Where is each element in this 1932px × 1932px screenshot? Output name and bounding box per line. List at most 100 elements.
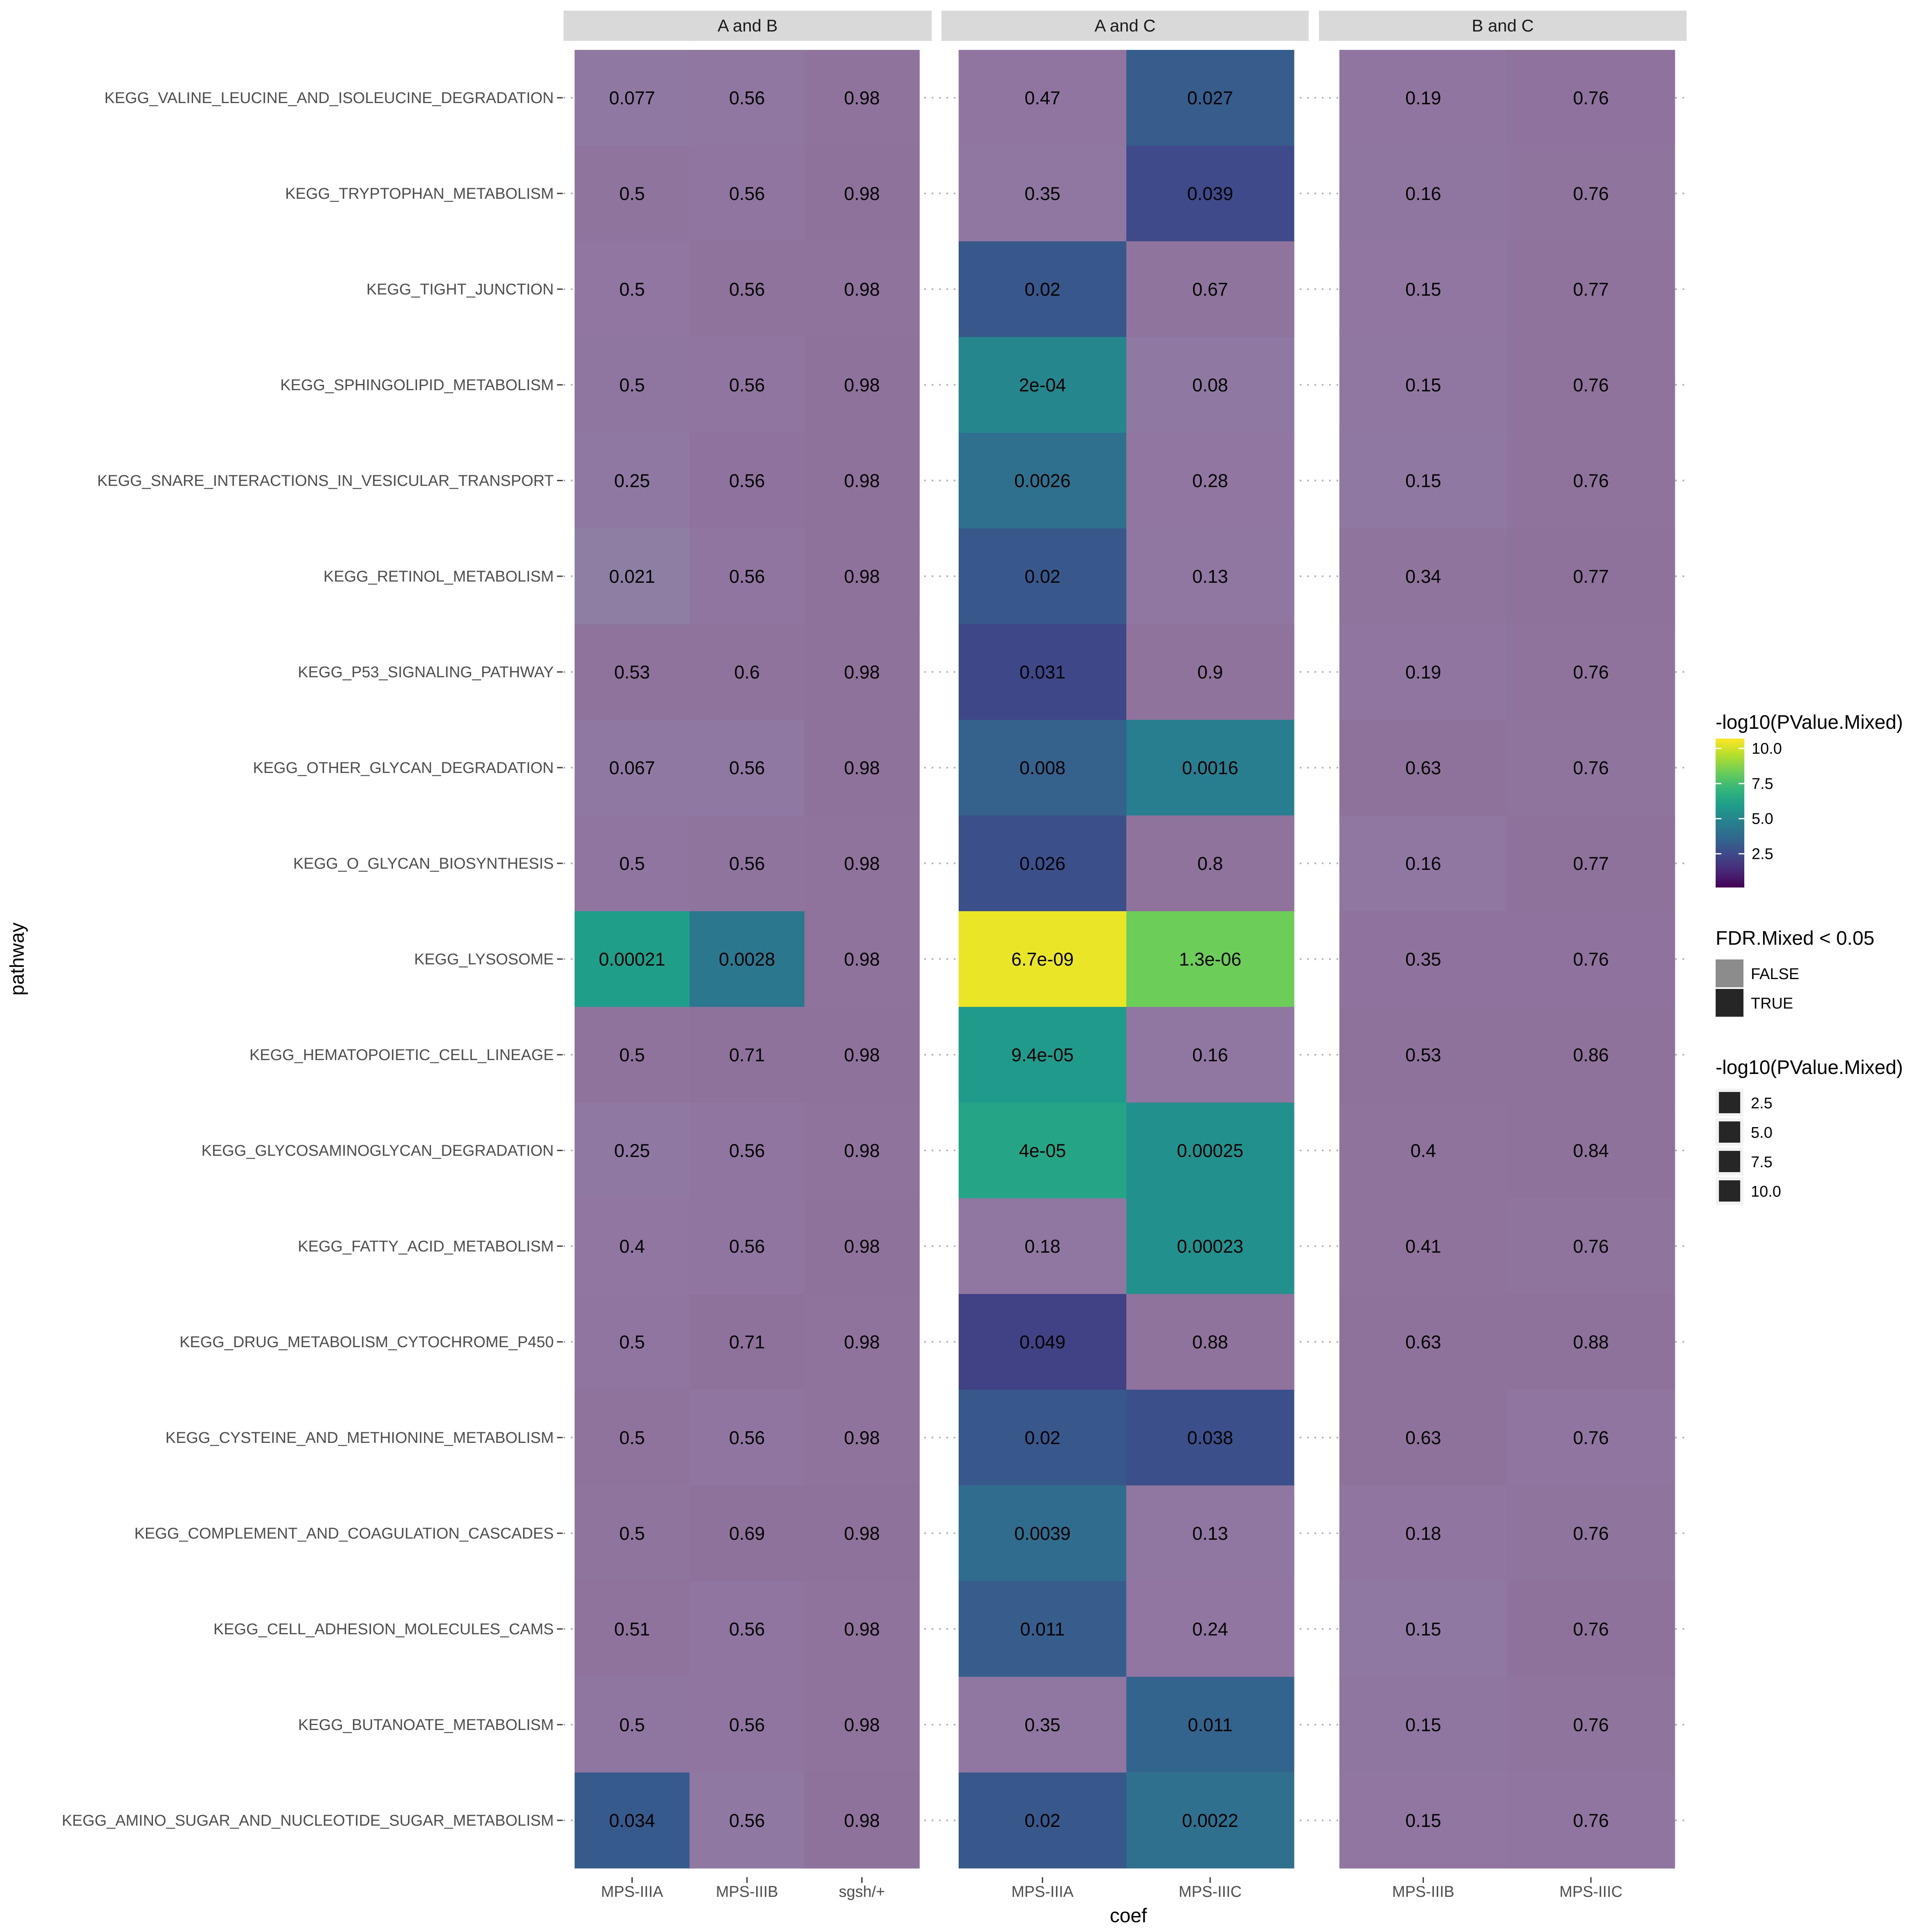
cell-value-label: 0.02	[1024, 279, 1060, 300]
cell-value-label: 0.98	[844, 1523, 880, 1544]
nonsignificant-overlay	[575, 433, 690, 529]
x-tick-label: MPS-IIIA	[1011, 1883, 1074, 1901]
cell-value-label: 0.63	[1405, 1332, 1441, 1352]
nonsignificant-overlay	[1126, 241, 1294, 337]
cell-value-label: 0.15	[1405, 1810, 1441, 1831]
heatmap-cell	[959, 720, 1127, 816]
nonsignificant-overlay	[575, 337, 690, 433]
cell-value-label: 0.98	[844, 1427, 880, 1448]
cell-value-label: 0.00025	[1177, 1140, 1244, 1161]
heatmap-cell	[1126, 1198, 1294, 1294]
heatmap-cell	[959, 433, 1127, 529]
cell-value-label: 0.049	[1020, 1332, 1066, 1352]
cell-value-label: 0.76	[1573, 1427, 1609, 1448]
nonsignificant-overlay	[804, 1103, 920, 1199]
cell-value-label: 0.027	[1187, 88, 1233, 108]
cell-value-label: 0.16	[1192, 1045, 1228, 1065]
cell-value-label: 0.02	[1024, 1427, 1060, 1448]
y-tick-label: KEGG_OTHER_GLYCAN_DEGRADATION	[253, 759, 554, 777]
cell-value-label: 0.98	[844, 757, 880, 778]
cell-value-label: 0.16	[1405, 853, 1441, 874]
nonsignificant-overlay	[804, 1007, 920, 1103]
cell-value-label: 0.77	[1573, 853, 1609, 874]
cell-value-label: 0.0016	[1182, 757, 1238, 778]
cell-value-label: 0.98	[844, 375, 880, 395]
nonsignificant-overlay	[1339, 337, 1507, 433]
cell-value-label: 0.0039	[1014, 1523, 1071, 1544]
colorbar-tick-label: 10.0	[1752, 740, 1782, 757]
cell-value-label: 0.98	[844, 1236, 880, 1257]
cell-value-label: 0.038	[1187, 1427, 1233, 1448]
nonsignificant-overlay	[804, 1485, 920, 1582]
cell-value-label: 0.034	[609, 1810, 655, 1831]
nonsignificant-overlay	[804, 528, 920, 625]
nonsignificant-overlay	[690, 1677, 805, 1773]
cell-value-label: 0.9	[1197, 662, 1223, 683]
panel-2: A and C 0.47 0.027 0.35 0.039 0.02 0.67 2e-04 0.…	[941, 11, 1309, 1869]
cell-value-label: 0.56	[729, 1140, 765, 1161]
cell-value-label: 0.5	[619, 183, 645, 204]
nonsignificant-overlay	[959, 1677, 1127, 1773]
nonsignificant-overlay	[1339, 720, 1507, 816]
cell-value-label: 0.98	[844, 183, 880, 204]
cell-value-label: 0.56	[729, 566, 765, 587]
facet-strip	[564, 11, 932, 41]
cell-value-label: 0.71	[729, 1332, 765, 1352]
nonsignificant-overlay	[690, 624, 805, 720]
y-tick-label: KEGG_DRUG_METABOLISM_CYTOCHROME_P450	[180, 1334, 554, 1351]
size-legend-key	[1719, 1151, 1740, 1172]
colorbar-tick-label: 7.5	[1752, 775, 1773, 793]
cell-value-label: 0.56	[729, 183, 765, 204]
nonsignificant-overlay	[575, 1485, 690, 1582]
size-legend-title: -log10(PValue.Mixed)	[1716, 1057, 1903, 1078]
cell-value-label: 0.0028	[719, 949, 775, 970]
nonsignificant-overlay	[804, 1581, 920, 1677]
nonsignificant-overlay	[1339, 528, 1507, 625]
nonsignificant-overlay	[1507, 1007, 1675, 1103]
heatmap-cell	[1126, 720, 1294, 816]
nonsignificant-overlay	[1126, 433, 1294, 529]
fdr-legend-label: TRUE	[1751, 995, 1793, 1012]
cell-value-label: 0.98	[844, 279, 880, 300]
heatmap-cell	[959, 1294, 1127, 1390]
y-tick-label: KEGG_FATTY_ACID_METABOLISM	[298, 1238, 554, 1255]
heatmap-cell	[959, 1772, 1127, 1869]
nonsignificant-overlay	[804, 1198, 920, 1294]
size-legend-label: 10.0	[1751, 1183, 1781, 1200]
y-tick-label: KEGG_TIGHT_JUNCTION	[366, 281, 554, 298]
nonsignificant-overlay	[575, 1007, 690, 1103]
cell-value-label: 0.98	[844, 88, 880, 108]
facet-strip	[1319, 11, 1687, 41]
fdr-legend-key	[1716, 989, 1743, 1017]
nonsignificant-overlay	[690, 1198, 805, 1294]
cell-value-label: 0.5	[619, 1714, 645, 1735]
cell-value-label: 0.0026	[1014, 470, 1071, 491]
heatmap-cell	[1126, 1390, 1294, 1486]
heatmap-cell	[1126, 911, 1294, 1007]
cell-value-label: 6.7e-09	[1011, 949, 1074, 970]
cell-value-label: 2e-04	[1019, 375, 1066, 395]
heatmap-cell	[959, 815, 1127, 912]
cell-value-label: 0.98	[844, 1810, 880, 1831]
cell-value-label: 0.47	[1024, 88, 1060, 108]
y-tick-label: KEGG_P53_SIGNALING_PATHWAY	[298, 664, 554, 681]
cell-value-label: 0.35	[1405, 949, 1441, 970]
facet-strip-label: A and B	[717, 16, 777, 35]
y-tick-label: KEGG_SPHINGOLIPID_METABOLISM	[280, 377, 554, 394]
nonsignificant-overlay	[804, 146, 920, 242]
nonsignificant-overlay	[1507, 337, 1675, 433]
nonsignificant-overlay	[1126, 815, 1294, 912]
y-tick-label: KEGG_COMPLEMENT_AND_COAGULATION_CASCADES	[134, 1525, 554, 1542]
nonsignificant-overlay	[1507, 1485, 1675, 1582]
panel-1: A and B 0.077 0.56 0.98 0.5 0.56 0.98 0.5 0.56 0.…	[564, 11, 932, 1869]
nonsignificant-overlay	[575, 50, 690, 146]
heatmap-cell	[959, 1485, 1127, 1582]
nonsignificant-overlay	[575, 815, 690, 912]
nonsignificant-overlay	[690, 528, 805, 625]
cell-value-label: 0.15	[1405, 1619, 1441, 1640]
x-tick-label: MPS-IIIB	[1392, 1883, 1454, 1901]
nonsignificant-overlay	[690, 433, 805, 529]
cell-value-label: 0.56	[729, 279, 765, 300]
nonsignificant-overlay	[575, 1390, 690, 1486]
cell-value-label: 0.5	[619, 1523, 645, 1544]
